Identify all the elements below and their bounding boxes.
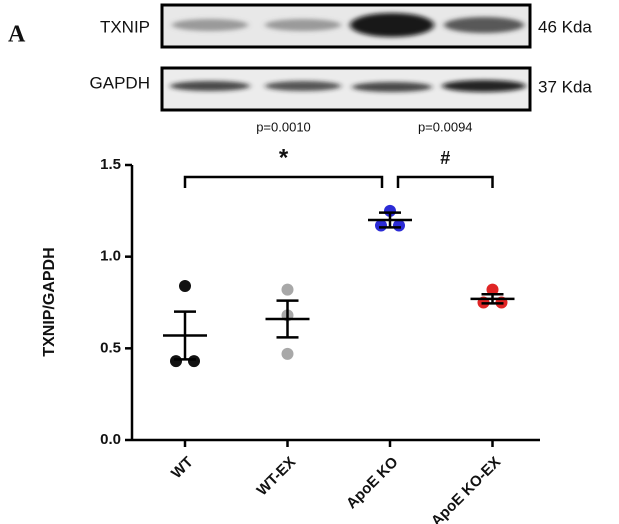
y-tick-label: 1.5 (100, 156, 121, 173)
blot-txnip (160, 3, 532, 49)
band (444, 17, 524, 33)
band (350, 13, 434, 37)
data-point (281, 283, 294, 296)
blot-size: 46 Kda (538, 17, 592, 36)
band (172, 19, 248, 31)
band (265, 81, 341, 91)
blot-gapdh (160, 66, 532, 112)
y-tick-label: 1.0 (100, 248, 121, 265)
band (352, 82, 432, 92)
x-tick-label: ApoE KO-EX (428, 454, 504, 524)
x-tick-label: ApoE KO (343, 453, 402, 512)
x-tick-label: WT-EX (254, 454, 300, 500)
band (265, 19, 341, 31)
significance-symbol: * (279, 144, 289, 171)
blot-label: GAPDH (90, 73, 150, 92)
data-point (188, 355, 200, 368)
x-tick-label: WT (168, 454, 197, 483)
p-value: p=0.0094 (418, 119, 473, 134)
y-tick-label: 0.5 (100, 339, 121, 356)
p-value: p=0.0010 (256, 119, 311, 134)
data-point (375, 219, 387, 232)
panel-label: A (8, 22, 26, 48)
significance-bracket (183, 175, 384, 188)
data-point (281, 347, 294, 360)
y-axis-label: TXNIP/GAPDH (41, 247, 58, 356)
y-tick-label: 0.0 (100, 431, 121, 448)
data-point (179, 280, 191, 292)
significance-bracket (396, 175, 494, 188)
band (442, 80, 526, 92)
blot-size: 37 Kda (538, 77, 592, 96)
data-point (486, 283, 499, 296)
data-point (170, 355, 182, 368)
blot-label: TXNIP (100, 17, 150, 36)
band (170, 81, 250, 91)
data-point (393, 219, 405, 232)
significance-symbol: # (440, 148, 450, 168)
